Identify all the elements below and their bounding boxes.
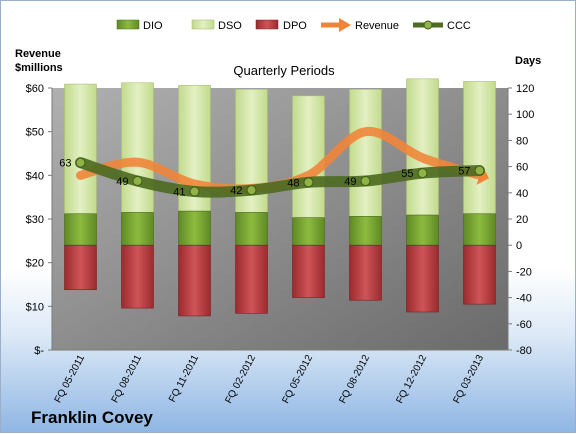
- bar-dio: [235, 212, 268, 246]
- legend-label-dio: DIO: [143, 20, 163, 32]
- bar-dpo: [178, 244, 211, 317]
- ccc-data-label: 57: [458, 166, 470, 178]
- bar-dso: [292, 95, 325, 218]
- ccc-point: [189, 186, 200, 197]
- x-axis-tick-label: FQ 03-2013: [451, 353, 486, 406]
- bar-dso: [463, 81, 496, 215]
- ccc-data-label: 63: [59, 158, 71, 170]
- bar-dpo: [64, 244, 97, 291]
- ccc-point: [132, 176, 143, 187]
- bar-dpo: [235, 244, 268, 314]
- right-axis-tick-label: 0: [516, 240, 522, 252]
- ccc-point: [246, 185, 257, 196]
- bar-dio: [64, 213, 97, 246]
- left-axis-tick-label: $30: [26, 214, 44, 226]
- bar-dio: [406, 214, 439, 246]
- legend: DIO DSO DPO Revenue CCC: [116, 18, 471, 32]
- right-axis-tick-label: 60: [516, 162, 528, 174]
- right-axis-tick-label: -80: [516, 345, 532, 357]
- bar-dio: [292, 217, 325, 246]
- right-axis-tick-label: -20: [516, 266, 532, 278]
- right-axis-tick-label: 40: [516, 188, 528, 200]
- legend-label-dso: DSO: [218, 20, 242, 32]
- ccc-point: [303, 177, 314, 188]
- legend-swatch-ccc: [413, 20, 443, 30]
- legend-swatch-dso: [191, 19, 215, 30]
- ccc-data-label: 55: [401, 168, 413, 180]
- bar-dio: [463, 213, 496, 246]
- legend-swatch-revenue: [321, 18, 351, 32]
- left-axis-label-line1: Revenue: [15, 48, 61, 60]
- right-axis-tick-label: -40: [516, 293, 532, 305]
- bar-dio: [121, 212, 154, 246]
- legend-swatch-dpo: [255, 19, 279, 30]
- bar-dso: [349, 89, 382, 217]
- x-axis-tick-label: FQ 05-2011: [53, 353, 88, 405]
- x-axis-tick-label: FQ 05-2012: [280, 353, 315, 406]
- left-axis-tick-label: $-: [34, 345, 44, 357]
- legend-label-revenue: Revenue: [355, 20, 399, 32]
- left-axis-tick-label: $10: [26, 301, 44, 313]
- bar-dso: [64, 83, 97, 215]
- ccc-point: [417, 168, 428, 179]
- bar-dpo: [292, 244, 325, 298]
- ccc-point: [360, 176, 371, 187]
- left-axis-tick-label: $50: [26, 127, 44, 139]
- ccc-data-label: 49: [116, 176, 128, 188]
- ccc-point: [75, 157, 86, 168]
- right-axis-label: Days: [515, 55, 541, 67]
- right-axis-tick-label: 100: [516, 109, 534, 121]
- legend-label-dpo: DPO: [283, 20, 307, 32]
- left-axis-tick-label: $40: [26, 170, 44, 182]
- right-axis-tick-label: 80: [516, 135, 528, 147]
- right-axis-tick-label: 20: [516, 214, 528, 226]
- company-name: Franklin Covey: [31, 408, 153, 427]
- right-axis-tick-label: 120: [516, 83, 534, 95]
- bar-dpo: [463, 244, 496, 305]
- ccc-data-label: 42: [230, 185, 242, 197]
- x-axis-tick-label: FQ 02-2012: [223, 353, 258, 406]
- bar-dpo: [121, 244, 154, 309]
- x-axis-tick-label: FQ 11-2011: [167, 353, 201, 404]
- ccc-point: [474, 165, 485, 176]
- bar-dpo: [349, 244, 382, 301]
- x-axis-tick-label: FQ 08-2011: [110, 353, 145, 405]
- ccc-data-label: 48: [287, 177, 299, 189]
- legend-swatch-dio: [116, 19, 140, 30]
- x-axis-tick-label: FQ 12-2012: [394, 353, 429, 406]
- bar-dio: [178, 210, 211, 246]
- right-axis-tick-label: -60: [516, 319, 532, 331]
- bar-dpo: [406, 244, 439, 313]
- legend-label-ccc: CCC: [447, 20, 471, 32]
- x-axis-tick-label: FQ 08-2012: [337, 353, 372, 406]
- left-axis-label-line2: $millions: [15, 62, 63, 74]
- ccc-data-label: 41: [173, 186, 185, 198]
- left-axis-tick-label: $20: [26, 258, 44, 270]
- left-axis-tick-label: $60: [26, 83, 44, 95]
- bar-dso: [121, 82, 154, 213]
- chart-title: Quarterly Periods: [233, 63, 335, 78]
- plot-area: [52, 88, 508, 350]
- bar-dio: [349, 216, 382, 246]
- ccc-data-label: 49: [344, 176, 356, 188]
- revenue-arrowhead: [476, 165, 490, 185]
